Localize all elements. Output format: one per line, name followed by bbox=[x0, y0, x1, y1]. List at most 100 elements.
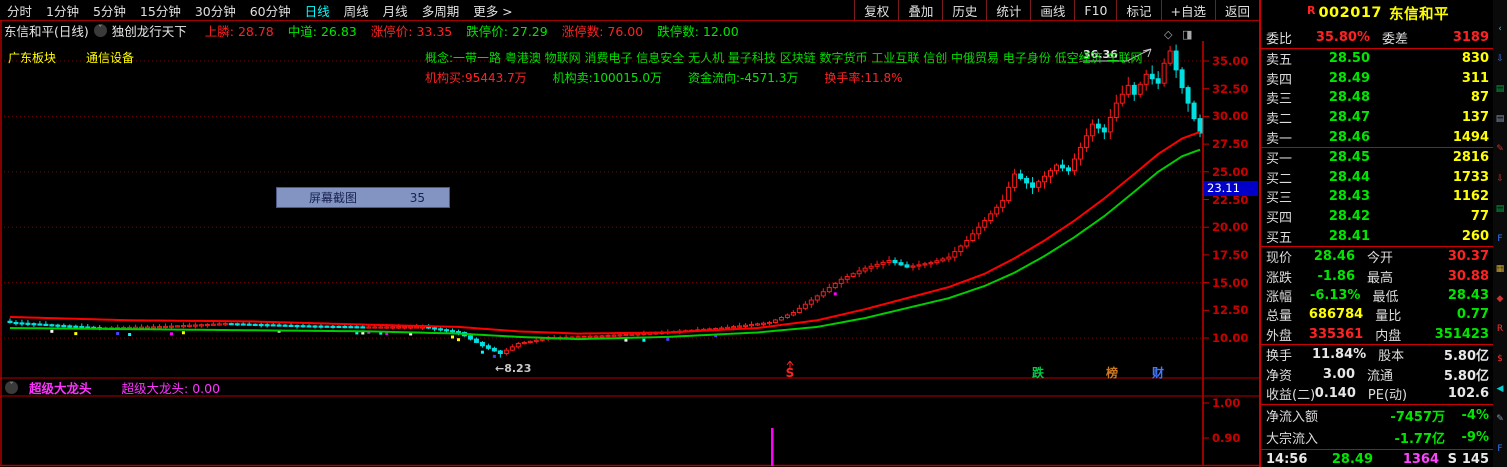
finance-row-净资: 净资 3.00 流通 5.80亿 bbox=[1261, 364, 1495, 384]
candle-body bbox=[1018, 173, 1024, 179]
candle-body bbox=[994, 206, 1000, 215]
candle-body bbox=[1191, 102, 1197, 120]
left-arrow-icon[interactable]: ◀ bbox=[1496, 384, 1504, 394]
ob-price: 28.47 bbox=[1328, 110, 1370, 126]
toolbar-button-历史[interactable]: 历史 bbox=[942, 0, 986, 20]
candle-body bbox=[420, 326, 426, 329]
candle-body bbox=[1077, 146, 1083, 160]
candle-body bbox=[25, 322, 31, 325]
period-tab-30分钟[interactable]: 30分钟 bbox=[194, 3, 236, 19]
order-book-row-卖五[interactable]: 卖五 28.50 830 bbox=[1261, 49, 1495, 69]
period-tab-月线[interactable]: 月线 bbox=[382, 3, 408, 19]
edit-icon[interactable]: ✎ bbox=[1496, 144, 1504, 154]
diamond-icon[interactable]: ◆ bbox=[1496, 294, 1504, 304]
quote-label2: 最高 bbox=[1367, 270, 1394, 286]
order-book-row-买二[interactable]: 买二 28.44 1733 bbox=[1261, 168, 1495, 188]
order-book-row-卖四[interactable]: 卖四 28.49 311 bbox=[1261, 69, 1495, 89]
period-tab-60分钟[interactable]: 60分钟 bbox=[249, 3, 291, 19]
candle-body bbox=[1000, 200, 1006, 208]
candle-body bbox=[934, 260, 940, 264]
indicator-dot bbox=[457, 338, 460, 342]
candle-body bbox=[1065, 167, 1071, 172]
indicator-dot bbox=[642, 338, 646, 342]
collapse-panel-icon[interactable]: ‹ bbox=[1498, 24, 1502, 34]
period-tab-15分钟[interactable]: 15分钟 bbox=[139, 3, 181, 19]
order-book-row-卖一[interactable]: 卖一 28.46 1494 bbox=[1261, 127, 1495, 147]
candle-body bbox=[145, 326, 151, 329]
candle-body bbox=[336, 325, 342, 329]
period-tab-周线[interactable]: 周线 bbox=[343, 3, 369, 19]
fin-label: 收益(二) bbox=[1266, 388, 1316, 404]
doc-icon[interactable]: ▤ bbox=[1495, 114, 1505, 124]
period-tab-1分钟[interactable]: 1分钟 bbox=[46, 3, 79, 19]
indicator-dot bbox=[169, 332, 173, 336]
period-tab-更多 >[interactable]: 更多 > bbox=[473, 3, 513, 19]
event-marker-榜[interactable]: 榜 bbox=[1106, 365, 1118, 380]
tick-row[interactable]: 14:56 28.49 1364 S 145 bbox=[1261, 450, 1495, 467]
red-down-arrow-icon[interactable]: ⇩ bbox=[1496, 174, 1504, 184]
toolbar-button-+自选[interactable]: +自选 bbox=[1160, 0, 1215, 20]
board-label[interactable]: 广东板块 bbox=[8, 51, 57, 65]
quote-label: 涨跌 bbox=[1266, 270, 1293, 286]
candle-body bbox=[1167, 50, 1173, 64]
order-book-row-买一[interactable]: 买一 28.45 2816 bbox=[1261, 148, 1495, 168]
quote-value2: 30.88 bbox=[1447, 268, 1489, 284]
toolbar-button-叠加[interactable]: 叠加 bbox=[898, 0, 942, 20]
indicator-dropdown-icon[interactable]: ˇ bbox=[93, 24, 107, 37]
candle-body bbox=[892, 259, 898, 264]
f-key-icon[interactable]: F bbox=[1497, 444, 1503, 454]
f10-icon[interactable]: F bbox=[1497, 234, 1503, 244]
candle-body bbox=[186, 324, 192, 327]
event-marker-跌[interactable]: 跌 bbox=[1032, 365, 1045, 380]
indicator-dot bbox=[451, 335, 455, 339]
fund-field: 资金流向:-4571.3万 bbox=[687, 71, 799, 85]
event-marker-S[interactable]: S bbox=[786, 366, 795, 380]
toolbar-button-画线[interactable]: 画线 bbox=[1030, 0, 1074, 20]
order-book-row-买四[interactable]: 买四 28.42 77 bbox=[1261, 207, 1495, 227]
news-doc-icon[interactable]: ▤ bbox=[1495, 84, 1505, 94]
rights-flag: R bbox=[1306, 3, 1316, 17]
ob-price: 28.50 bbox=[1328, 51, 1370, 67]
event-arrow bbox=[789, 360, 794, 366]
period-tab-多周期[interactable]: 多周期 bbox=[421, 3, 460, 19]
toolbar-button-F10[interactable]: F10 bbox=[1074, 0, 1116, 20]
download-icon[interactable]: ⇩ bbox=[1496, 54, 1504, 64]
quote-value2: 0.77 bbox=[1456, 307, 1489, 323]
candle-body bbox=[264, 324, 270, 327]
quote-row-外盘: 外盘 335361 内盘 351423 bbox=[1261, 325, 1495, 344]
board-label[interactable]: 通信设备 bbox=[86, 51, 135, 65]
period-tab-日线[interactable]: 日线 bbox=[304, 3, 330, 19]
order-book-row-买五[interactable]: 买五 28.41 260 bbox=[1261, 226, 1495, 246]
quote-value: 686784 bbox=[1308, 307, 1364, 323]
quote-label2: 量比 bbox=[1375, 309, 1402, 325]
order-book-row-买三[interactable]: 买三 28.43 1162 bbox=[1261, 187, 1495, 207]
grid-icon[interactable]: ▦ bbox=[1495, 264, 1505, 274]
sub-indicator-dropdown-icon[interactable]: ˇ bbox=[5, 381, 18, 394]
candle-body bbox=[7, 320, 13, 323]
y-axis-label: 22.50 bbox=[1212, 192, 1249, 207]
candle-body bbox=[964, 239, 970, 247]
rights-icon[interactable]: R bbox=[1496, 324, 1504, 334]
candlestick-chart[interactable]: 36.36 ←8.23 S 跌 榜 财 bbox=[0, 0, 1259, 467]
toolbar-button-复权[interactable]: 复权 bbox=[854, 0, 898, 20]
quote-label: 总量 bbox=[1266, 309, 1293, 325]
candle-body bbox=[623, 333, 629, 337]
report-doc-icon[interactable]: ▤ bbox=[1495, 204, 1505, 214]
order-book-row-卖二[interactable]: 卖二 28.47 137 bbox=[1261, 108, 1495, 128]
period-tab-5分钟[interactable]: 5分钟 bbox=[92, 3, 126, 19]
edit-icon-2[interactable]: ✎ bbox=[1496, 414, 1504, 424]
money-icon[interactable]: $ bbox=[1497, 354, 1503, 364]
order-book-row-卖三[interactable]: 卖三 28.48 87 bbox=[1261, 88, 1495, 108]
board-labels: 广东板块 通信设备 bbox=[8, 49, 164, 66]
toolbar-button-返回[interactable]: 返回 bbox=[1214, 0, 1259, 20]
toolbar-button-统计[interactable]: 统计 bbox=[986, 0, 1030, 20]
diamond-marker-icon[interactable]: ◇ bbox=[1164, 28, 1173, 41]
candle-body bbox=[402, 326, 408, 329]
split-screen-icon[interactable]: ◨ bbox=[1182, 28, 1193, 41]
candle-body bbox=[49, 324, 55, 327]
period-tab-分时[interactable]: 分时 bbox=[7, 3, 33, 19]
event-marker-财[interactable]: 财 bbox=[1151, 365, 1164, 380]
candle-body bbox=[1125, 84, 1131, 95]
toolbar-button-标记[interactable]: 标记 bbox=[1116, 0, 1160, 20]
